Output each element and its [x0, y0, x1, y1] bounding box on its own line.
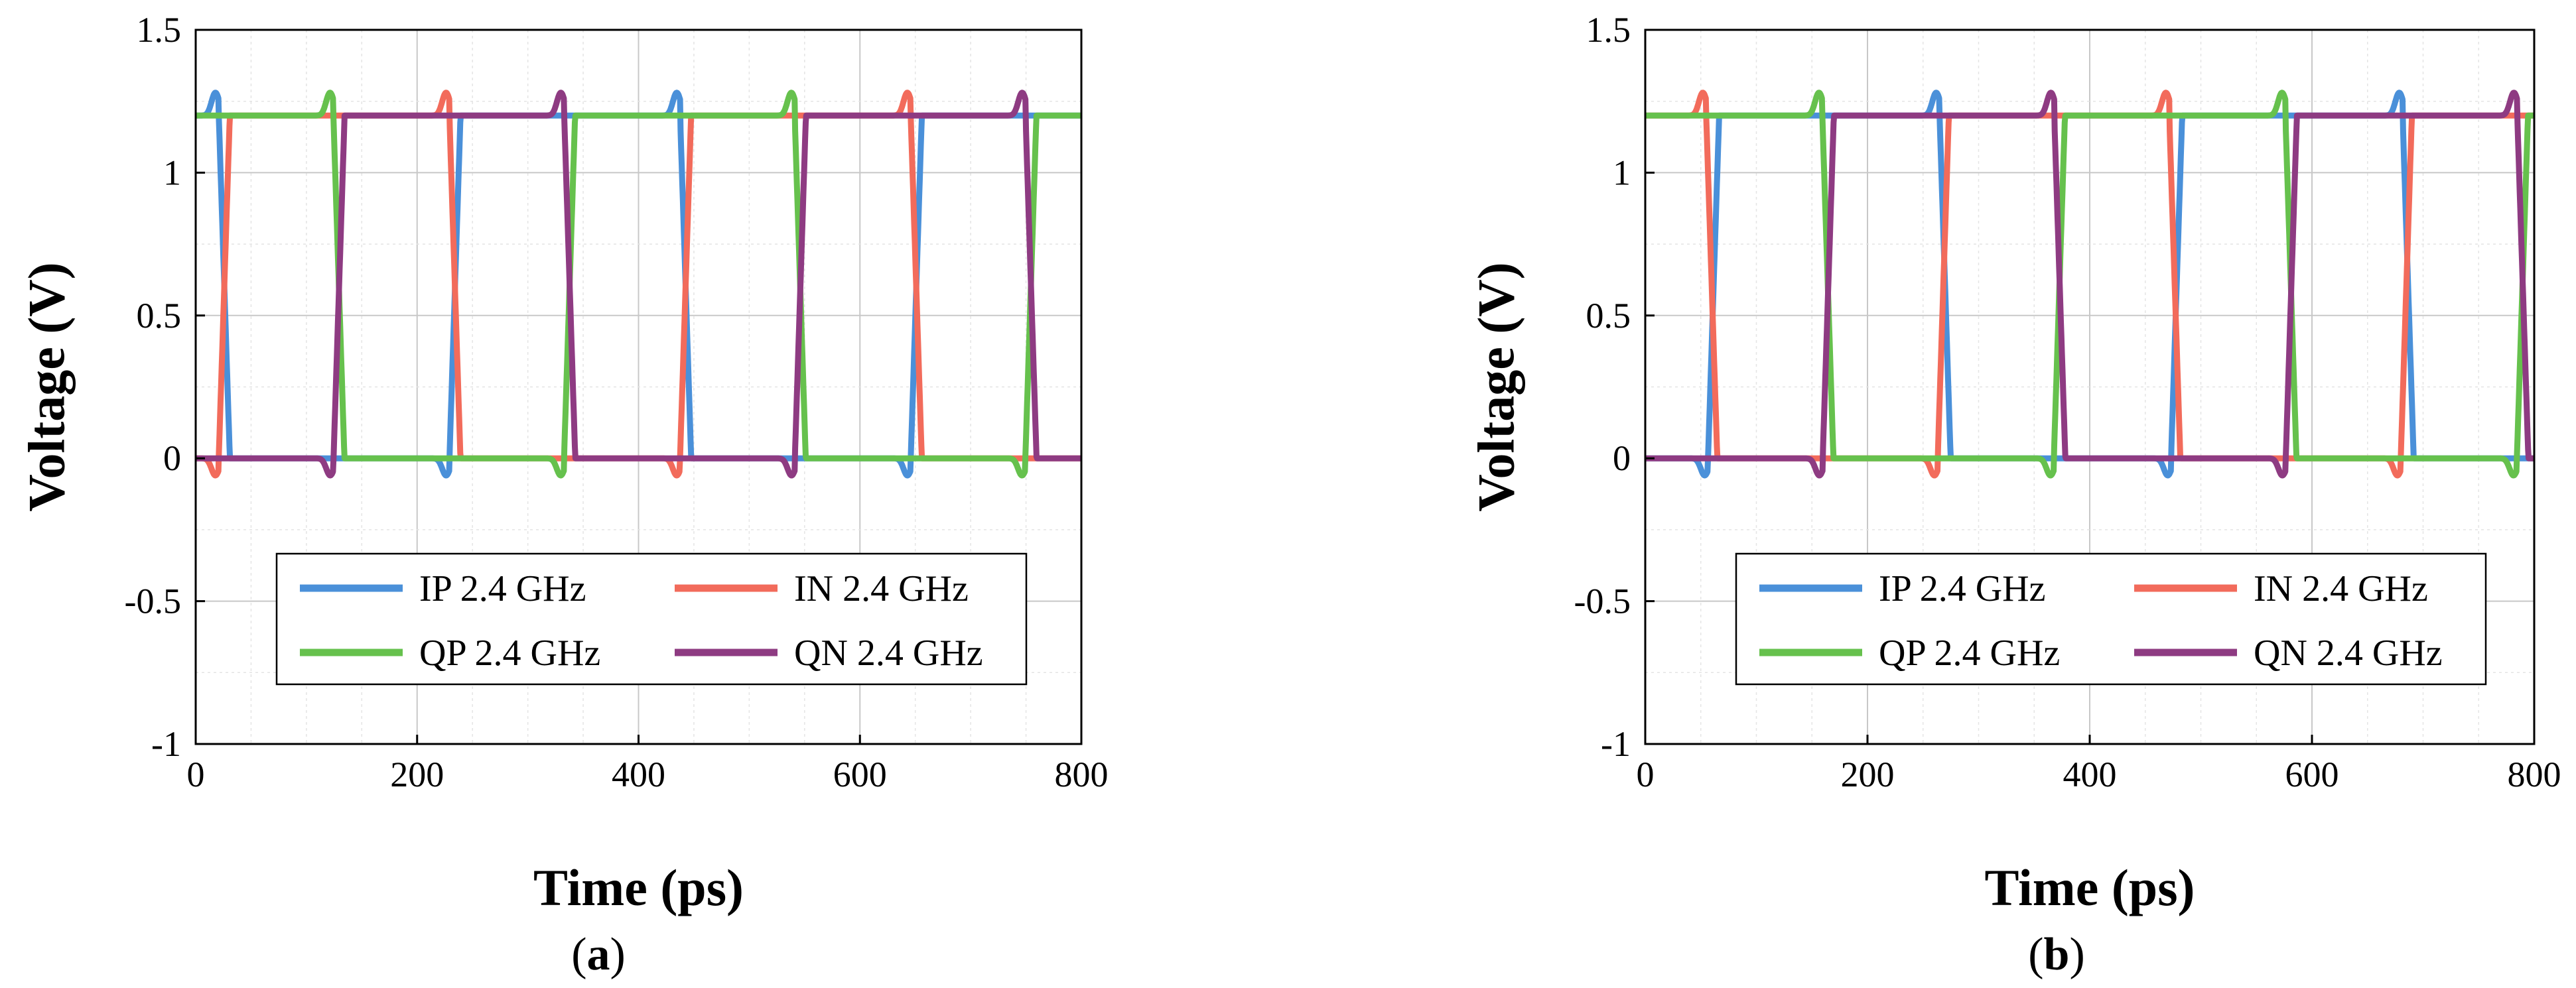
y-tick-label: -0.5: [125, 582, 181, 621]
y-tick-label: 0: [1613, 438, 1631, 478]
y-tick-label: -1: [151, 724, 181, 764]
y-tick-label: 0.5: [137, 296, 182, 336]
y-tick-label: 1: [1613, 153, 1631, 192]
y-tick-label: -0.5: [1574, 582, 1631, 621]
y-tick-label: 1.5: [137, 10, 182, 50]
legend-box: [275, 552, 1028, 686]
y-tick-label: 1: [163, 153, 181, 192]
y-axis-label: Voltage (V): [18, 262, 76, 511]
chart-panel-a: 0 200 400 600 800 -1 -0.5 0 0.5 1 1.5 Time (ps) Volt…: [18, 10, 1109, 916]
x-tick-label: 600: [2285, 755, 2339, 794]
legend-label: IP 2.4 GHz: [1879, 568, 2045, 609]
panel-label-b: (b): [2028, 929, 2085, 980]
panel-label-a: (a): [571, 929, 626, 980]
legend-label: QP 2.4 GHz: [1879, 633, 2060, 674]
legend-box: [1735, 552, 2487, 686]
legend-label: IP 2.4 GHz: [419, 568, 586, 609]
x-tick-label: 800: [1055, 755, 1109, 794]
x-tick-label: 800: [2508, 755, 2561, 794]
y-tick-label: -1: [1601, 724, 1631, 764]
chart-panel-b: 0 200 400 600 800 -1 -0.5 0 0.5 1 1.5 Time (ps) Volt…: [1467, 10, 2561, 916]
legend: IP 2.4 GHz IN 2.4 GHz QP 2.4 GHz QN 2.4 GHz: [1735, 552, 2487, 686]
series-line-qn: [1643, 90, 2537, 479]
legend-label: IN 2.4 GHz: [2254, 568, 2428, 609]
series-line-qn: [193, 90, 1084, 479]
legend-label: IN 2.4 GHz: [794, 568, 969, 609]
x-axis-label: Time (ps): [1984, 859, 2195, 916]
y-tick-label: 1.5: [1586, 10, 1631, 50]
x-tick-label: 0: [187, 755, 205, 794]
y-tick-label: 0: [163, 438, 181, 478]
x-tick-label: 200: [1841, 755, 1895, 794]
x-tick-label: 200: [390, 755, 444, 794]
legend-label: QP 2.4 GHz: [419, 633, 600, 674]
legend: IP 2.4 GHz IN 2.4 GHz QP 2.4 GHz QN 2.4 GHz: [275, 552, 1028, 686]
series-line-qp: [193, 90, 1084, 479]
x-tick-label: 400: [2063, 755, 2117, 794]
x-tick-label: 600: [833, 755, 887, 794]
x-axis-label: Time (ps): [533, 859, 744, 916]
series-line-qp: [1643, 90, 2537, 479]
x-tick-label: 400: [612, 755, 665, 794]
y-axis-label: Voltage (V): [1467, 262, 1525, 511]
legend-label: QN 2.4 GHz: [794, 633, 983, 674]
y-tick-label: 0.5: [1586, 296, 1631, 336]
legend-label: QN 2.4 GHz: [2254, 633, 2443, 674]
x-tick-label: 0: [1637, 755, 1655, 794]
